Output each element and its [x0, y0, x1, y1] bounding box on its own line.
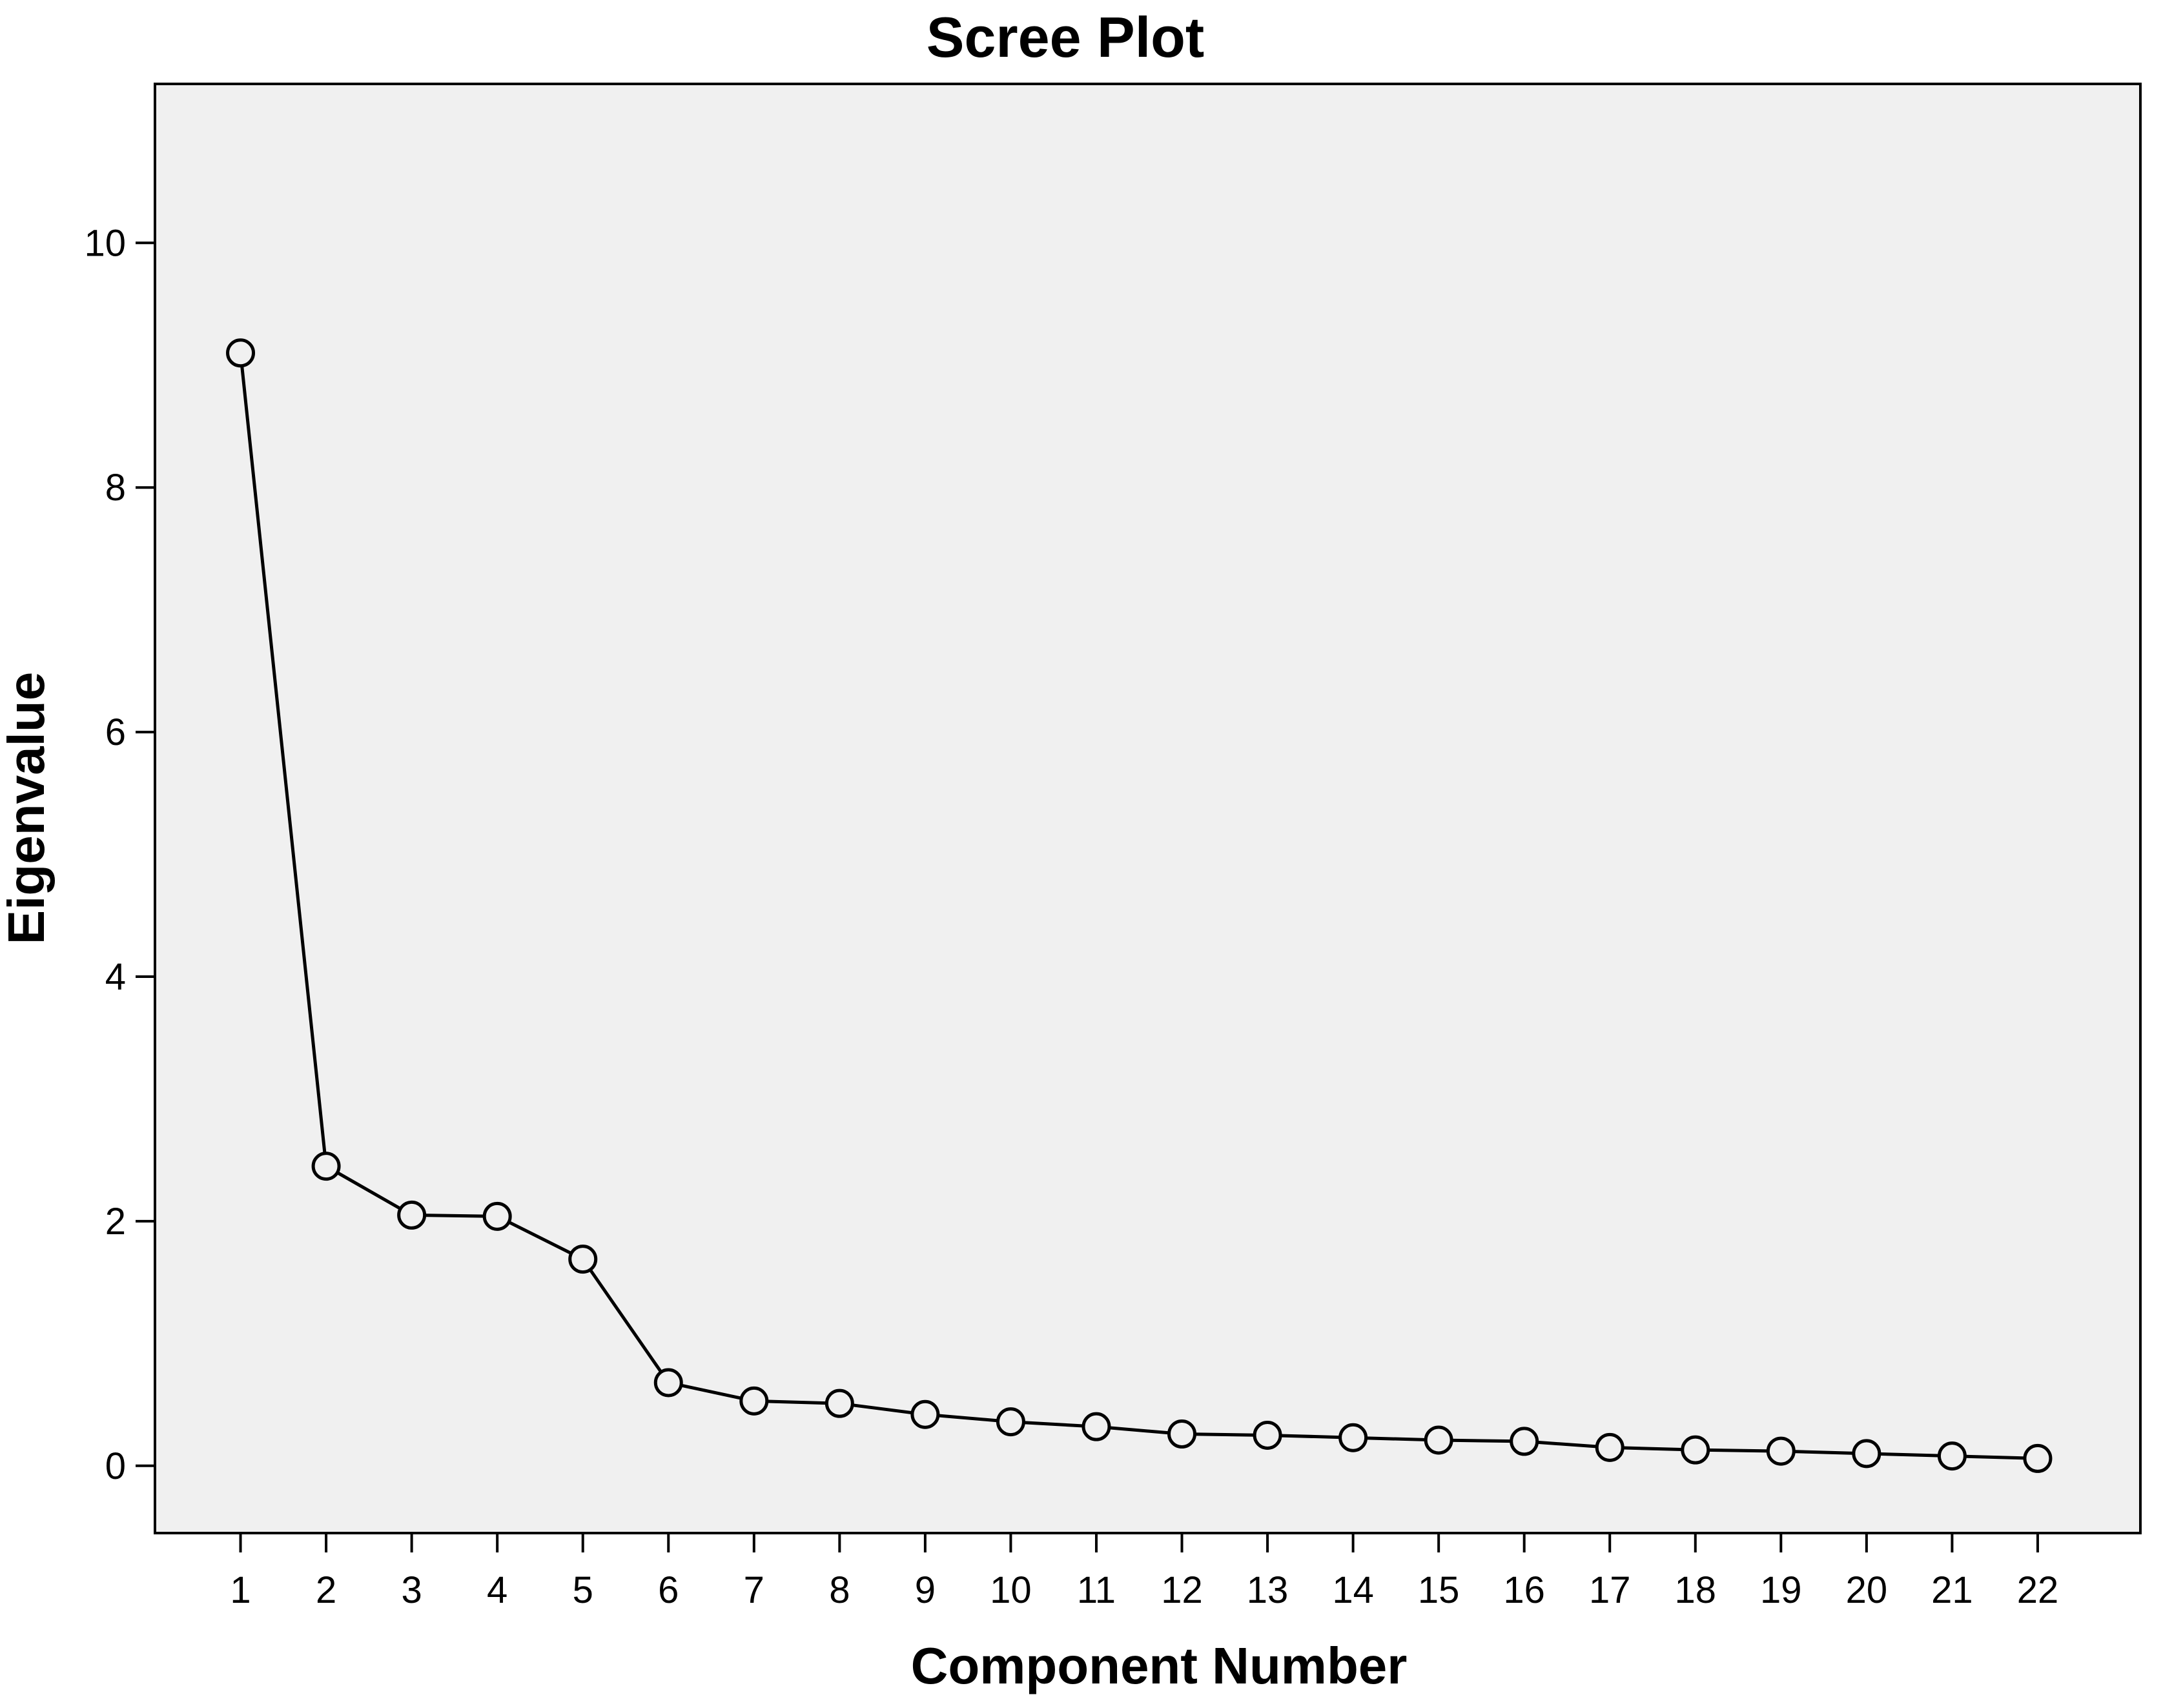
- data-point: [1081, 1412, 1111, 1441]
- chart-title: Scree Plot: [927, 5, 1204, 69]
- y-tick-label: 2: [105, 1201, 126, 1243]
- x-tick-label: 8: [829, 1569, 850, 1611]
- data-point: [1424, 1425, 1453, 1455]
- x-tick-label: 9: [915, 1569, 936, 1611]
- x-tick-label: 16: [1503, 1569, 1545, 1611]
- data-point: [311, 1152, 341, 1181]
- eigenvalue-series: [226, 338, 2053, 1473]
- x-axis-label: Component Number: [911, 1637, 1408, 1694]
- y-tick-label: 10: [84, 222, 126, 264]
- x-tick-label: 10: [990, 1569, 1032, 1611]
- y-axis: 0 2 4 6 8 10: [84, 222, 155, 1487]
- data-point: [1510, 1427, 1539, 1456]
- x-tick-label: 12: [1161, 1569, 1203, 1611]
- data-point: [653, 1368, 683, 1398]
- data-point: [397, 1200, 427, 1230]
- data-point: [1852, 1439, 1881, 1469]
- y-axis-label: Eigenvalue: [0, 672, 55, 944]
- y-tick-label: 4: [105, 956, 126, 998]
- data-point: [1681, 1435, 1710, 1465]
- data-point: [739, 1386, 769, 1416]
- data-point: [1595, 1432, 1624, 1462]
- data-point: [1167, 1419, 1197, 1449]
- x-tick-label: 1: [230, 1569, 251, 1611]
- y-tick-label: 6: [105, 711, 126, 753]
- x-tick-label: 4: [487, 1569, 507, 1611]
- data-point: [1766, 1436, 1796, 1466]
- data-point: [910, 1399, 940, 1429]
- x-tick-label: 13: [1247, 1569, 1289, 1611]
- x-tick-label: 19: [1760, 1569, 1802, 1611]
- x-axis: 1 2 3 4 5 6 7 8 9 10 11 12 13 14 15 16 17 18 19 20 21 22: [230, 1533, 2058, 1611]
- x-tick-label: 5: [573, 1569, 593, 1611]
- data-point: [1253, 1420, 1282, 1450]
- x-tick-label: 22: [2017, 1569, 2059, 1611]
- data-point: [1937, 1441, 1967, 1471]
- data-point: [568, 1245, 598, 1274]
- data-point: [1338, 1423, 1368, 1452]
- data-point: [482, 1201, 512, 1231]
- x-tick-label: 18: [1675, 1569, 1717, 1611]
- x-tick-label: 21: [1931, 1569, 1973, 1611]
- data-point: [2023, 1443, 2053, 1473]
- data-point: [996, 1407, 1025, 1437]
- data-point: [226, 338, 256, 368]
- x-tick-label: 14: [1332, 1569, 1374, 1611]
- data-point: [825, 1388, 854, 1418]
- x-tick-label: 2: [316, 1569, 336, 1611]
- y-tick-label: 0: [105, 1445, 126, 1487]
- x-tick-label: 17: [1589, 1569, 1631, 1611]
- x-tick-label: 6: [658, 1569, 679, 1611]
- x-tick-label: 3: [401, 1569, 422, 1611]
- series-line: [239, 352, 2038, 1460]
- y-tick-label: 8: [105, 467, 126, 509]
- x-tick-label: 20: [1846, 1569, 1888, 1611]
- x-tick-label: 15: [1418, 1569, 1460, 1611]
- plot-area: [154, 83, 2142, 1534]
- x-tick-label: 11: [1077, 1569, 1116, 1611]
- x-tick-label: 7: [744, 1569, 764, 1611]
